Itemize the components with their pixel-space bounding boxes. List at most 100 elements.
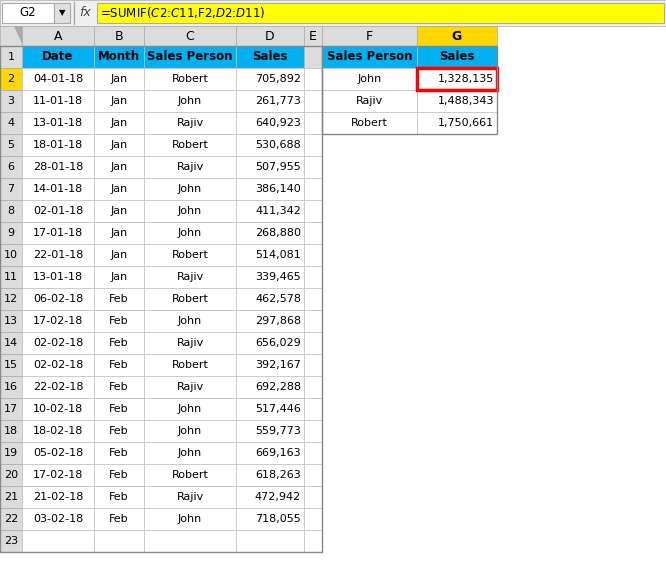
- Text: 268,880: 268,880: [255, 228, 301, 238]
- Bar: [94, 398, 144, 420]
- Bar: [0, 398, 22, 420]
- Text: John: John: [178, 426, 202, 436]
- Bar: [22, 486, 94, 508]
- Text: 3: 3: [7, 96, 15, 106]
- Text: 462,578: 462,578: [255, 294, 301, 304]
- Bar: [0, 310, 22, 332]
- Bar: [304, 288, 322, 310]
- Bar: [0, 68, 22, 90]
- Text: 692,288: 692,288: [255, 382, 301, 392]
- Text: 640,923: 640,923: [255, 118, 301, 128]
- Bar: [144, 354, 236, 376]
- Text: B: B: [115, 30, 123, 42]
- Bar: [322, 68, 417, 90]
- Text: 12: 12: [4, 294, 18, 304]
- Bar: [94, 266, 144, 288]
- Text: 06-02-18: 06-02-18: [33, 294, 83, 304]
- Bar: [236, 288, 304, 310]
- Text: Jan: Jan: [111, 272, 128, 282]
- Text: 20: 20: [4, 470, 18, 480]
- Bar: [236, 134, 304, 156]
- Bar: [144, 332, 236, 354]
- Bar: [22, 398, 94, 420]
- Text: Robert: Robert: [172, 250, 208, 260]
- Bar: [417, 46, 497, 68]
- Text: Jan: Jan: [111, 206, 128, 216]
- Bar: [94, 354, 144, 376]
- Bar: [0, 464, 22, 486]
- Text: 656,029: 656,029: [255, 338, 301, 348]
- Bar: [94, 244, 144, 266]
- Text: 1,750,661: 1,750,661: [438, 118, 494, 128]
- Bar: [0, 288, 22, 310]
- Text: 02-02-18: 02-02-18: [33, 338, 83, 348]
- Bar: [144, 68, 236, 90]
- Text: Sales: Sales: [252, 50, 288, 64]
- Bar: [144, 90, 236, 112]
- Text: 17-02-18: 17-02-18: [33, 470, 83, 480]
- Bar: [0, 486, 22, 508]
- Bar: [0, 134, 22, 156]
- Text: Rajiv: Rajiv: [176, 272, 204, 282]
- Bar: [22, 26, 94, 46]
- Bar: [304, 266, 322, 288]
- Text: 16: 16: [4, 382, 18, 392]
- Text: 472,942: 472,942: [255, 492, 301, 502]
- Text: 2: 2: [7, 74, 15, 84]
- Bar: [94, 530, 144, 552]
- Bar: [22, 90, 94, 112]
- Text: John: John: [178, 316, 202, 326]
- Bar: [304, 244, 322, 266]
- Bar: [304, 46, 322, 68]
- Bar: [304, 376, 322, 398]
- Bar: [304, 354, 322, 376]
- Text: G: G: [452, 30, 462, 42]
- Bar: [236, 464, 304, 486]
- Text: 02-02-18: 02-02-18: [33, 360, 83, 370]
- Text: Feb: Feb: [109, 426, 129, 436]
- Text: 7: 7: [7, 184, 15, 194]
- Text: A: A: [54, 30, 62, 42]
- Bar: [94, 68, 144, 90]
- Text: 13-01-18: 13-01-18: [33, 118, 83, 128]
- Text: =SUMIF($C$2:$C$11,F2,$D$2:$D$11): =SUMIF($C$2:$C$11,F2,$D$2:$D$11): [100, 5, 266, 20]
- Text: Robert: Robert: [172, 360, 208, 370]
- Bar: [417, 26, 497, 46]
- Bar: [236, 376, 304, 398]
- Text: Jan: Jan: [111, 96, 128, 106]
- Text: Jan: Jan: [111, 250, 128, 260]
- Bar: [304, 508, 322, 530]
- Text: Rajiv: Rajiv: [176, 118, 204, 128]
- Bar: [0, 0, 666, 26]
- Text: Feb: Feb: [109, 514, 129, 524]
- Text: John: John: [178, 228, 202, 238]
- Bar: [0, 156, 22, 178]
- Bar: [236, 310, 304, 332]
- Text: 11: 11: [4, 272, 18, 282]
- Bar: [0, 266, 22, 288]
- Text: 718,055: 718,055: [255, 514, 301, 524]
- Text: John: John: [178, 184, 202, 194]
- Bar: [236, 266, 304, 288]
- Bar: [0, 90, 22, 112]
- Bar: [144, 420, 236, 442]
- Bar: [22, 310, 94, 332]
- Bar: [304, 464, 322, 486]
- Text: 22-01-18: 22-01-18: [33, 250, 83, 260]
- Bar: [236, 530, 304, 552]
- Bar: [144, 508, 236, 530]
- Text: 514,081: 514,081: [255, 250, 301, 260]
- Text: F: F: [366, 30, 373, 42]
- Bar: [304, 112, 322, 134]
- Bar: [322, 112, 417, 134]
- Bar: [236, 90, 304, 112]
- Text: 507,955: 507,955: [255, 162, 301, 172]
- Bar: [236, 354, 304, 376]
- Bar: [304, 134, 322, 156]
- Bar: [22, 156, 94, 178]
- Text: John: John: [358, 74, 382, 84]
- Bar: [22, 530, 94, 552]
- Bar: [0, 46, 322, 552]
- Bar: [22, 178, 94, 200]
- Text: C: C: [186, 30, 194, 42]
